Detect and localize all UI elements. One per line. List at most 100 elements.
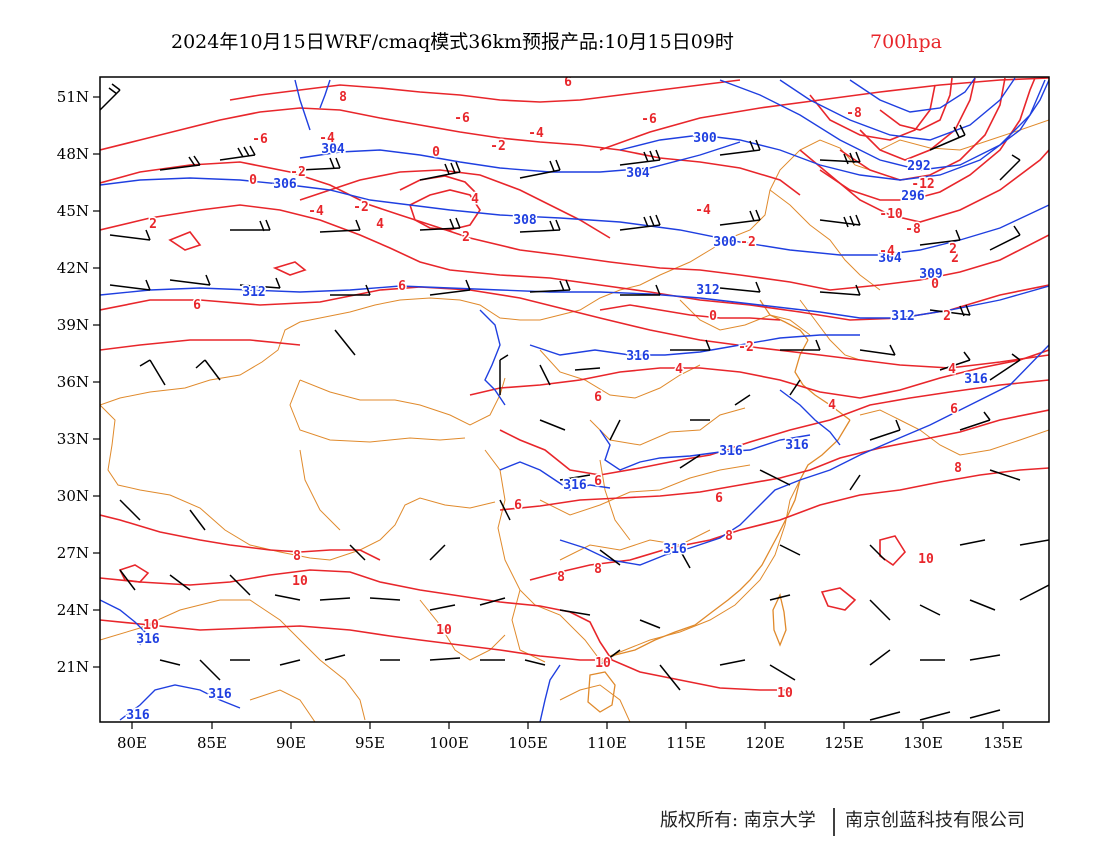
height-label: 316 <box>563 478 587 493</box>
temperature-label: 6 <box>514 498 522 513</box>
geopotential-contours <box>100 77 1049 722</box>
temperature-label: -4 <box>528 126 544 141</box>
lat-tick-label: 24N <box>57 601 89 619</box>
lon-tick-label: 100E <box>429 734 469 752</box>
lon-tick-label: 95E <box>355 734 385 752</box>
longitude-axis: 80E 85E 90E 95E 100E 105E 110E 115E 120E… <box>117 734 1023 752</box>
temperature-label: -2 <box>740 235 756 250</box>
height-label: 316 <box>719 444 743 459</box>
company-name: 南京创蓝科技有限公司 <box>845 810 1025 831</box>
boundary-lines <box>100 119 1049 722</box>
height-label: 304 <box>321 142 345 157</box>
height-label: 300 <box>693 131 717 146</box>
temperature-label: 0 <box>432 145 440 160</box>
map-plot-area: 304 306 300 304 292 296 308 300 304 309 … <box>100 77 1049 723</box>
temperature-label: 4 <box>948 362 956 377</box>
temperature-label: 6 <box>715 491 723 506</box>
temperature-label: 10 <box>918 552 934 567</box>
temperature-label: -12 <box>911 177 934 192</box>
lat-tick-label: 42N <box>57 259 89 277</box>
coastline <box>587 299 851 713</box>
lat-tick-label: 48N <box>57 145 89 163</box>
temperature-label: 10 <box>143 618 159 633</box>
temperature-label: -6 <box>641 112 657 127</box>
temperature-label: 6 <box>193 298 201 313</box>
temperature-label: -8 <box>846 106 862 121</box>
latitude-axis: 51N 48N 45N 42N 39N 36N 33N 30N 27N 24N … <box>57 88 89 676</box>
lon-tick-label: 80E <box>117 734 147 752</box>
height-label: 300 <box>713 235 737 250</box>
temperature-label: 0 <box>709 309 717 324</box>
wind-barbs <box>100 83 1049 721</box>
height-label: 316 <box>126 708 150 723</box>
lon-tick-label: 135E <box>983 734 1023 752</box>
temperature-label: 0 <box>249 173 257 188</box>
temperature-label: 10 <box>292 574 308 589</box>
map-title: 2024年10月15日WRF/cmaq模式36km预报产品:10月15日09时 <box>171 31 734 53</box>
temperature-label: 10 <box>777 686 793 701</box>
temperature-label: 4 <box>828 398 836 413</box>
temperature-label: 2 <box>949 242 957 257</box>
temperature-label: -4 <box>308 204 324 219</box>
height-label: 306 <box>273 177 297 192</box>
temperature-label: 2 <box>951 251 959 266</box>
lat-tick-label: 45N <box>57 202 89 220</box>
pressure-level-label: 700hpa <box>870 31 942 53</box>
lat-tick-label: 27N <box>57 544 89 562</box>
lon-tick-label: 115E <box>666 734 706 752</box>
lat-tick-label: 33N <box>57 430 89 448</box>
lat-tick-label: 36N <box>57 373 89 391</box>
height-label: 316 <box>626 349 650 364</box>
axis-ticks <box>93 96 1004 729</box>
temperature-label: 0 <box>931 277 939 292</box>
temperature-label: -6 <box>252 132 268 147</box>
height-label: 316 <box>964 372 988 387</box>
temperature-label: -4 <box>319 131 335 146</box>
height-label: 308 <box>513 213 537 228</box>
temperature-label: 8 <box>954 461 962 476</box>
temperature-label: 6 <box>594 474 602 489</box>
temperature-label: 2 <box>462 230 470 245</box>
height-label: 296 <box>901 189 925 204</box>
temperature-label: -4 <box>695 203 711 218</box>
height-label: 316 <box>785 438 809 453</box>
lon-tick-label: 85E <box>197 734 227 752</box>
temperature-label: 4 <box>376 217 384 232</box>
temperature-label: 8 <box>293 549 301 564</box>
temperature-label: 8 <box>725 529 733 544</box>
temperature-label: -4 <box>879 244 895 259</box>
temperature-label: -2 <box>738 340 754 355</box>
lat-tick-label: 39N <box>57 316 89 334</box>
height-label: 312 <box>696 283 719 298</box>
temperature-label: -2 <box>490 139 506 154</box>
temperature-label: 6 <box>950 402 958 417</box>
lat-tick-label: 30N <box>57 487 89 505</box>
temperature-label: 10 <box>436 623 452 638</box>
copyright-text: 版权所有: 南京大学 <box>660 810 816 831</box>
lon-tick-label: 120E <box>745 734 785 752</box>
temperature-label: -2 <box>290 165 306 180</box>
lon-tick-label: 110E <box>587 734 627 752</box>
height-label: 316 <box>208 687 232 702</box>
temperature-label: 6 <box>594 390 602 405</box>
height-label: 309 <box>919 267 942 282</box>
temperature-label: 6 <box>398 279 406 294</box>
height-label: 304 <box>626 166 650 181</box>
contour-labels: 304 306 300 304 292 296 308 300 304 309 … <box>125 77 990 723</box>
lon-tick-label: 130E <box>903 734 943 752</box>
lon-tick-label: 105E <box>508 734 548 752</box>
plot-frame <box>99 76 1050 723</box>
lon-tick-label: 125E <box>824 734 864 752</box>
temperature-label: 2 <box>149 217 157 232</box>
temperature-label: 10 <box>595 656 611 671</box>
temperature-label: -6 <box>454 111 470 126</box>
temperature-label: 8 <box>339 90 347 105</box>
temperature-label: 8 <box>594 562 602 577</box>
height-label: 312 <box>242 285 265 300</box>
temperature-label: 4 <box>471 192 479 207</box>
temperature-label: -8 <box>905 222 921 237</box>
lat-tick-label: 51N <box>57 88 89 106</box>
lat-tick-label: 21N <box>57 658 89 676</box>
temperature-label: -10 <box>879 207 903 222</box>
